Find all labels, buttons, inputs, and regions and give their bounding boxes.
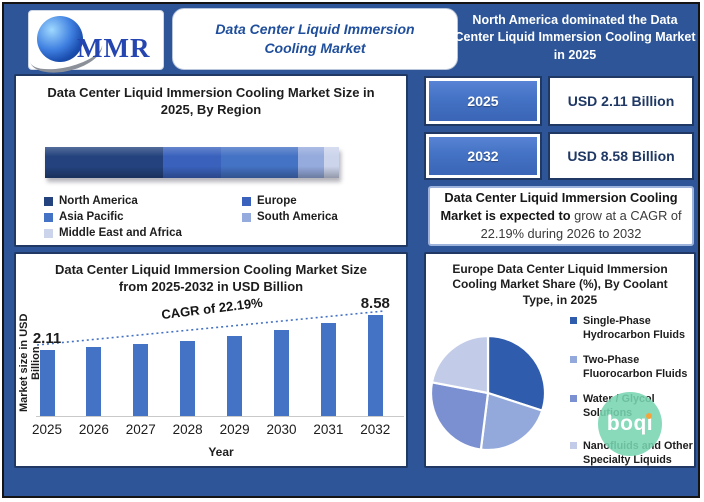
legend-label: North America [59,195,138,207]
bar-2030 [274,330,289,416]
year-badge-2032: 2032 [424,132,542,180]
logo: MMR [25,10,164,80]
watermark-dot-icon [646,413,653,419]
legend-swatch-icon [242,212,251,222]
cagr-trendline [36,310,385,346]
x-tick-label: 2029 [219,422,250,437]
legend-label: Two-Phase Fluorocarbon Fluids [583,354,688,381]
x-tick-label: 2030 [266,422,297,437]
x-tick-label: 2026 [78,422,109,437]
globe-icon [37,16,83,62]
legend-label: Europe [257,195,297,207]
legend-item: Asia Pacific [44,211,242,223]
pie-slice [430,334,490,395]
region-chart-title: Data Center Liquid Immersion Cooling Mar… [47,85,375,117]
legend-label: Middle East and Africa [59,227,182,239]
cagr-note-regular: grow at a CAGR of 22.19% during 2026 to … [480,207,682,242]
highlight-text: North America dominated the Data Center … [454,12,696,62]
bar-chart-panel: Data Center Liquid Immersion Cooling Mar… [14,252,408,468]
value-box-2032: USD 8.58 Billion [548,132,694,180]
year-badge-2025: 2025 [424,76,542,126]
legend-item: Middle East and Africa [44,227,242,239]
watermark-badge: boqi [598,392,662,456]
legend-swatch-icon [570,442,577,450]
bar-2027 [133,344,149,416]
stat-row-2025: 2025 USD 2.11 Billion [424,76,696,126]
legend-swatch-icon [570,317,577,324]
region-bar-segment [324,147,339,178]
logo-text: MMR [77,33,151,63]
legend-item: Two-Phase Fluorocarbon Fluids [570,353,694,381]
outer-frame: MMR Data Center Liquid Immersion Cooling… [2,2,700,498]
legend-swatch-icon [44,228,53,238]
watermark-text: boqi [606,412,654,435]
legend-item: North America [44,195,242,207]
legend-label: Asia Pacific [59,211,124,223]
value-box-2025: USD 2.11 Billion [548,76,694,126]
region-legend: North America Europe Asia Pacific South Ame… [44,195,396,239]
trendline-svg [36,310,385,346]
legend-swatch-icon [570,395,577,403]
page-title: Data Center Liquid Immersion Cooling Mar… [215,21,415,56]
cagr-note-bold: Data Center Liquid Immersion Cooling Mar… [440,189,678,223]
pie-chart [429,334,547,452]
bar-value-label: 8.58 [360,295,390,312]
legend-swatch-icon [570,356,577,364]
cagr-note-text: Data Center Liquid Immersion Cooling Mar… [435,189,687,243]
x-axis-label: Year [208,445,234,459]
pie-chart-title: Europe Data Center Liquid Immersion Cool… [452,262,668,307]
pie-slice [429,381,490,451]
region-bar-segment [45,147,163,178]
pie-slice [479,391,544,452]
legend-item: South America [242,211,396,223]
bar-2029 [227,335,243,416]
region-stacked-bar [45,147,339,178]
legend-swatch-icon [242,196,251,206]
bar-2032 [367,315,383,416]
cagr-note-box: Data Center Liquid Immersion Cooling Mar… [428,186,694,246]
region-bar-segment [297,147,325,178]
banner-title-box: Data Center Liquid Immersion Cooling Mar… [172,8,458,70]
stat-row-2032: 2032 USD 8.58 Billion [424,132,696,180]
legend-item: Europe [242,195,396,207]
legend-swatch-icon [44,212,53,222]
legend-label: Single-Phase Hydrocarbon Fluids [583,315,685,342]
bar-2025 [39,350,55,416]
x-tick-label: 2025 [31,422,63,437]
bar-value-label: 2.11 [32,330,62,347]
region-bar-segment [221,147,298,178]
bar-2028 [180,340,196,416]
legend-swatch-icon [44,196,53,206]
y-axis-label: Market size in USD Billion [18,313,42,413]
x-axis-line [36,416,404,417]
x-tick-label: 2028 [172,422,203,437]
bar-2031 [320,323,336,416]
legend-item: Single-Phase Hydrocarbon Fluids [570,314,694,342]
region-bar-segment [162,147,222,178]
banner-highlight: North America dominated the Data Center … [454,12,696,62]
x-tick-label: 2027 [125,422,156,437]
legend-label: South America [257,211,338,223]
bar-chart-title: Data Center Liquid Immersion Cooling Mar… [54,262,368,294]
bar-chart-area: Market size in USD Billion CAGR of 22.19… [16,254,406,466]
x-tick-label: 2032 [360,422,391,437]
bar-2026 [86,347,102,416]
region-panel: Data Center Liquid Immersion Cooling Mar… [14,74,408,247]
x-tick-label: 2031 [313,422,344,437]
pie-slice [486,334,547,412]
